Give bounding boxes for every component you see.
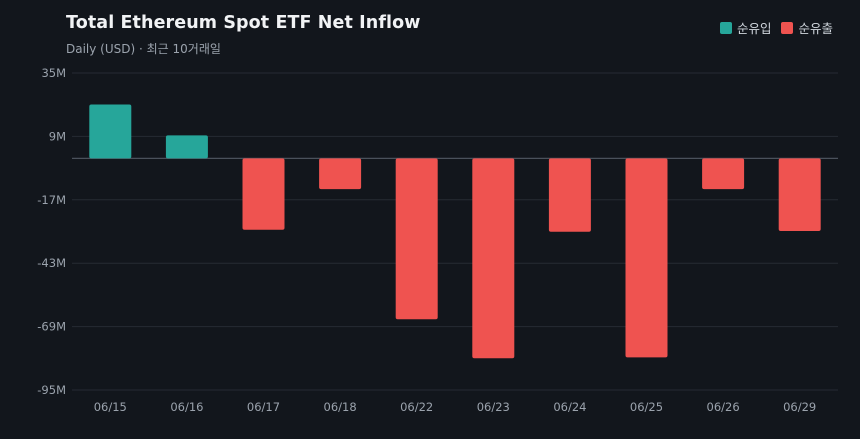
y-tick-label: -95M [37,383,66,397]
legend-item-outflow[interactable]: 순유출 [781,18,833,37]
legend-swatch-outflow [781,21,794,34]
y-tick-label: -43M [37,256,66,270]
x-tick-label: 06/25 [630,400,663,414]
chart-legend: 순유입 순유출 [719,18,833,37]
chart-title: Total Ethereum Spot ETF Net Inflow [66,13,421,33]
x-tick-label: 06/18 [324,400,357,414]
x-tick-label: 06/29 [783,400,816,414]
x-tick-label: 06/24 [553,400,586,414]
legend-swatch-inflow [719,21,732,34]
bar [472,158,515,359]
bar [778,158,821,232]
y-tick-label: -69M [37,320,66,334]
chart-subtitle: Daily (USD) · 최근 10거래일 [66,42,221,56]
bar [165,135,208,159]
legend-label-inflow: 순유입 [736,21,772,36]
x-tick-label: 06/23 [477,400,510,414]
x-tick-label: 06/16 [170,400,203,414]
bar [702,158,745,190]
x-tick-label: 06/22 [400,400,433,414]
legend-item-inflow[interactable]: 순유입 [719,18,772,37]
bar [319,158,362,190]
y-tick-label: 9M [49,129,66,143]
bar [625,158,668,358]
bar [548,158,591,232]
x-tick-label: 06/15 [94,400,127,414]
y-tick-label: 35M [41,66,66,80]
x-tick-label: 06/17 [247,400,280,414]
bar [395,158,438,320]
bar [242,158,285,230]
y-tick-label: -17M [37,193,66,207]
bar [89,104,132,159]
x-tick-label: 06/26 [707,400,740,414]
legend-label-outflow: 순유출 [798,21,833,36]
